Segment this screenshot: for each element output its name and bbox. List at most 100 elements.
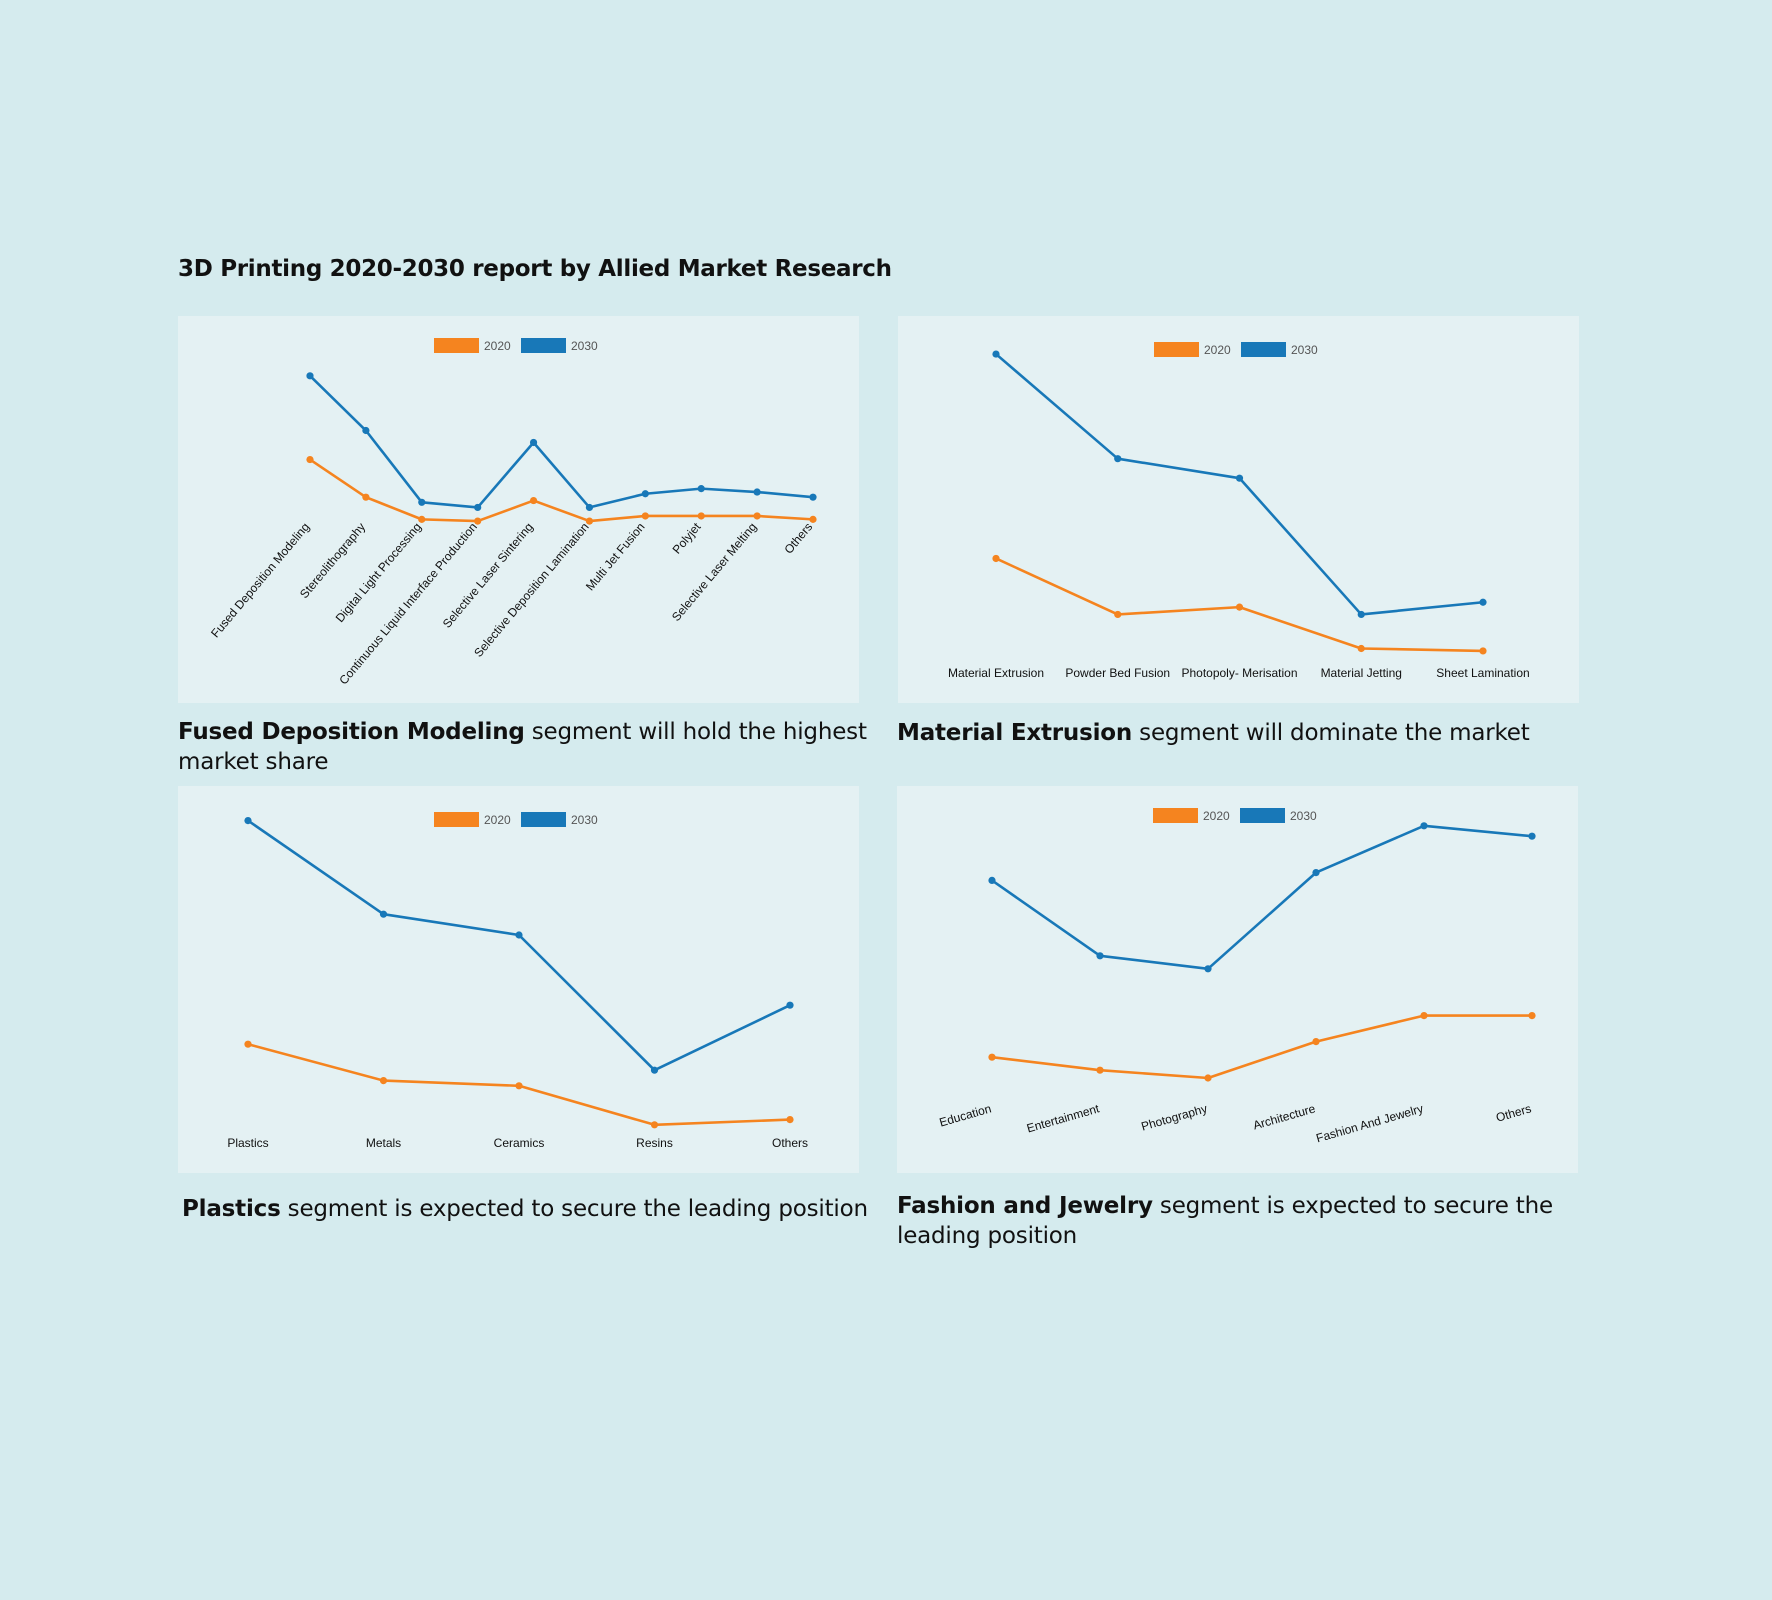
data-point-2030: [1528, 832, 1536, 840]
chart-material: 2020 2030 Plastics Metals Ceramics Resins Othe…: [227, 812, 808, 1150]
data-point-2020: [362, 493, 370, 501]
series-line-2030: [995, 353, 1484, 616]
legend-label-2020: 2020: [484, 813, 511, 827]
chart-panel-application: 2020 2030 Education Entertainment Photograph…: [897, 786, 1578, 1173]
data-point-2020: [650, 1121, 659, 1129]
data-point-2030: [1114, 455, 1122, 463]
x-tick-label: Ceramics: [494, 1136, 545, 1150]
data-point-2020: [753, 512, 761, 520]
x-tick-label: Education: [938, 1101, 993, 1129]
x-tick-label: Fashion And Jewelry: [1315, 1101, 1425, 1145]
data-point-2030: [1479, 598, 1487, 606]
caption-text: segment will hold the highest market sha…: [178, 719, 867, 775]
caption-highlight: Fashion and Jewelry: [897, 1193, 1153, 1219]
legend-label-2030: 2030: [1290, 809, 1317, 823]
data-point-2030: [1204, 965, 1212, 973]
chart-panel-technology: 2020 2030 Fused Deposition Modeling Stereol…: [178, 316, 859, 703]
data-point-2020: [1114, 610, 1122, 619]
data-point-2030: [1312, 869, 1320, 877]
chart-process: 2020 2030 Material Extrusion Powder Bed Fus…: [948, 342, 1530, 680]
legend-label-2030: 2030: [571, 813, 598, 827]
data-point-2020: [641, 512, 649, 520]
series-line-2020: [991, 1014, 1532, 1080]
data-point-2030: [244, 817, 252, 825]
x-tick-label: Plastics: [227, 1136, 268, 1150]
data-point-2030: [585, 503, 594, 512]
legend-swatch-2020: [434, 812, 479, 827]
x-tick-label: Architecture: [1251, 1101, 1317, 1132]
data-point-2020: [809, 515, 817, 523]
legend-swatch-2030: [1240, 808, 1285, 823]
data-point-2030: [1420, 822, 1428, 830]
legend-swatch-2030: [521, 338, 566, 353]
data-point-2020: [1420, 1012, 1428, 1020]
chart-application: 2020 2030 Education Entertainment Photograph…: [938, 808, 1536, 1145]
legend: 2020 2030: [1153, 808, 1317, 823]
x-tick-label: Others: [772, 1136, 808, 1150]
legend-swatch-2020: [1153, 808, 1198, 823]
caption-technology: Fused Deposition Modeling segment will h…: [178, 717, 868, 777]
caption-highlight: Plastics: [182, 1196, 281, 1222]
legend-label-2020: 2020: [484, 339, 511, 353]
data-point-2030: [418, 498, 426, 506]
caption-process: Material Extrusion segment will dominate…: [897, 718, 1587, 748]
caption-text: segment is expected to secure the leadin…: [897, 1193, 1553, 1249]
data-point-2030: [515, 931, 523, 939]
legend-label-2030: 2030: [1291, 343, 1318, 357]
legend-swatch-2020: [1154, 342, 1199, 357]
legend-label-2020: 2020: [1204, 343, 1231, 357]
data-point-2030: [992, 350, 1000, 358]
data-point-2030: [362, 426, 370, 435]
x-tick-label: Sheet Lamination: [1436, 666, 1529, 680]
legend: 2020 2030: [1154, 342, 1318, 357]
x-tick-label: Others: [1494, 1101, 1532, 1124]
chart-panel-material: 2020 2030 Plastics Metals Ceramics Resins Othe…: [178, 786, 859, 1173]
caption-highlight: Fused Deposition Modeling: [178, 719, 525, 745]
x-tick-label: Entertainment: [1025, 1101, 1101, 1135]
data-point-2020: [1204, 1074, 1212, 1082]
data-point-2020: [244, 1040, 252, 1048]
data-point-2020: [1235, 603, 1244, 611]
series-line-2030: [247, 819, 791, 1072]
data-point-2020: [988, 1053, 996, 1061]
data-point-2030: [786, 1001, 794, 1009]
legend-label-2030: 2030: [571, 339, 598, 353]
caption-text: segment is expected to secure the leadin…: [280, 1196, 868, 1222]
data-point-2020: [1312, 1038, 1320, 1046]
data-point-2030: [474, 503, 482, 512]
data-point-2020: [418, 515, 426, 523]
legend-swatch-2030: [521, 812, 566, 827]
data-point-2030: [988, 876, 996, 884]
data-point-2020: [529, 496, 538, 505]
x-tick-label: Resins: [636, 1136, 673, 1150]
data-point-2020: [992, 554, 1000, 563]
x-tick-label: Metals: [366, 1136, 401, 1150]
series-line-2030: [991, 824, 1533, 971]
x-tick-label: Fused Deposition Modeling: [208, 520, 312, 640]
series-line-2030: [309, 374, 814, 509]
x-tick-label: Photography: [1140, 1101, 1209, 1133]
data-point-2030: [379, 910, 388, 918]
data-point-2030: [1096, 952, 1104, 960]
x-tick-label: Photopoly- Merisation: [1181, 666, 1297, 680]
data-point-2020: [1357, 644, 1365, 653]
data-point-2030: [529, 438, 538, 447]
data-point-2030: [650, 1066, 659, 1074]
legend-label-2020: 2020: [1203, 809, 1230, 823]
caption-material: Plastics segment is expected to secure t…: [182, 1194, 872, 1224]
x-tick-label: Selective Deposition Lamination: [471, 520, 591, 660]
x-tick-label: Multi Jet Fusion: [583, 520, 648, 593]
chart-panel-process: 2020 2030 Material Extrusion Powder Bed Fus…: [898, 316, 1579, 703]
data-point-2020: [515, 1082, 523, 1090]
caption-highlight: Material Extrusion: [897, 720, 1133, 746]
caption-application: Fashion and Jewelry segment is expected …: [897, 1191, 1587, 1251]
legend-swatch-2030: [1241, 342, 1286, 357]
legend-swatch-2020: [434, 338, 479, 353]
caption-text: segment will dominate the market: [1132, 720, 1530, 746]
data-point-2020: [1096, 1066, 1104, 1074]
data-point-2030: [753, 488, 761, 496]
data-point-2030: [306, 372, 314, 380]
data-point-2020: [474, 517, 482, 525]
x-tick-label: Material Extrusion: [948, 666, 1044, 680]
x-tick-label: Material Jetting: [1321, 666, 1402, 680]
